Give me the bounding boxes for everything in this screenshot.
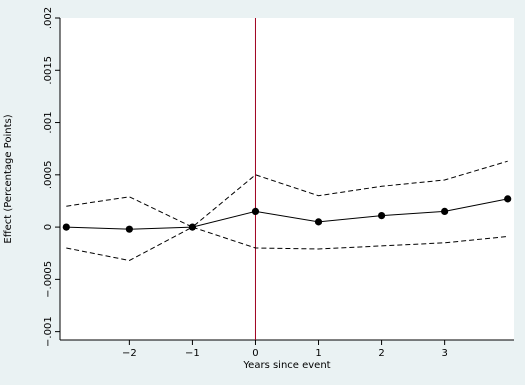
- x-tick-label: −1: [185, 348, 200, 359]
- estimate-point: [251, 207, 260, 216]
- estimate-point: [62, 223, 70, 231]
- y-tick-label: −.0005: [43, 261, 54, 298]
- estimate-point: [504, 195, 512, 203]
- estimate-point: [314, 218, 323, 226]
- x-tick-label: 2: [378, 348, 384, 359]
- estimate-line: [66, 198, 508, 230]
- y-axis-label: Effect (Percentage Points): [3, 114, 14, 243]
- estimate-point: [125, 225, 133, 233]
- estimate-point: [377, 211, 386, 220]
- y-tick-label: 0: [43, 224, 54, 230]
- y-tick-label: −.001: [43, 316, 54, 347]
- x-tick-label: 0: [252, 348, 258, 359]
- y-tick-label: .0015: [43, 56, 54, 85]
- x-axis-label: Years since event: [242, 360, 330, 371]
- x-tick-label: −2: [122, 348, 137, 359]
- y-tick-label: .0005: [43, 160, 54, 189]
- x-tick-label: 3: [441, 348, 447, 359]
- lower-ci-line: [66, 226, 508, 262]
- estimate-point: [441, 207, 449, 216]
- y-tick-label: .002: [43, 7, 54, 29]
- upper-ci-line: [66, 160, 508, 228]
- y-tick-label: .001: [43, 111, 54, 133]
- x-tick-label: 1: [315, 348, 321, 359]
- plot-area: [60, 18, 514, 340]
